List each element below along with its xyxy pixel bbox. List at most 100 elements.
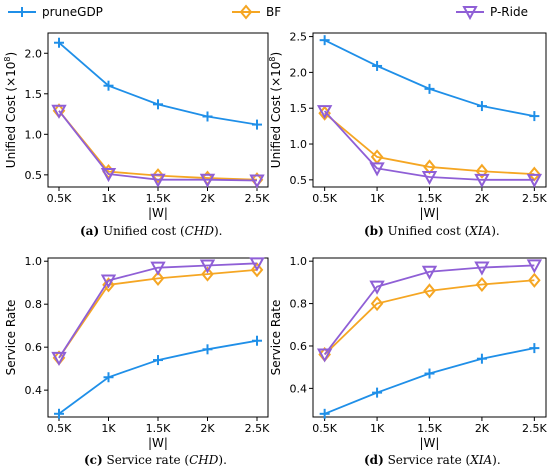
series-p-ride [51,257,265,367]
data-point [150,173,166,188]
legend-marker [17,7,27,17]
y-tick-label: 0.4 [290,382,308,395]
x-tick-label: 2.5K [245,192,270,205]
series-p-ride [316,105,543,188]
series-line [58,339,258,415]
y-tick-label: 2.0 [290,66,308,79]
x-tick-label: 0.5K [312,422,337,435]
data-point [319,408,330,419]
x-tick-label: 1K [370,192,385,205]
plot-frame [312,32,547,188]
x-axis-label: |W| [420,206,440,220]
data-point [319,35,330,46]
data-point [151,270,165,286]
data-point [202,344,213,355]
data-point [423,283,436,299]
data-point [372,60,383,71]
data-point [526,259,543,274]
series-line [324,112,535,176]
data-point [369,280,385,295]
data-point [370,296,384,312]
data-point [250,262,264,278]
caption-a: (a) Unified cost (CHD). [80,224,223,238]
chart-d: 0.5K 1K 1.5K 2K 2.5K 0.4 0.6 0.8 1.0 |W| Service R… [269,255,547,450]
data-point [528,272,541,288]
series-line [58,262,258,359]
series-bf [52,262,264,366]
series-line [58,110,258,182]
data-point [316,105,333,120]
data-point [474,261,490,276]
data-point [526,173,543,188]
y-tick-label: 1.5 [25,88,43,101]
series-line [324,279,535,356]
data-point [369,162,385,177]
y-axis-label: Unified Cost (×108) [268,52,283,168]
chart-c: 0.5K 1K 1.5K 2K 2.5K 0.4 0.6 0.8 1.0 |W| Service R… [4,255,270,450]
data-point [252,335,262,346]
x-tick-label: 1.5K [417,192,442,205]
data-point [372,387,383,398]
series-bf [318,272,541,363]
chart-b: 0.5K 1K 1.5K 2K 2.5K 0.5 1.0 1.5 2.0 2.5 |W| Unifie… [268,31,547,220]
legend-label: P-Ride [490,5,528,19]
data-point [54,408,64,419]
data-point [424,368,435,379]
caption-b: (b) Unified cost (XIA). [364,224,500,238]
data-point [199,259,216,274]
data-point [153,99,163,110]
y-axis-label: Unified Cost (×108) [3,52,18,168]
x-tick-label: 1K [370,422,385,435]
x-tick-label: 2.5K [245,422,270,435]
data-point [249,174,265,189]
x-tick-label: 2.5K [522,192,547,205]
legend-item-p-ride: P-Ride [456,5,528,21]
x-tick-label: 1K [101,192,116,205]
y-tick-label: 0.8 [25,298,43,311]
y-tick-label: 2.0 [25,47,43,60]
series-p-ride [316,259,543,363]
y-tick-label: 0.4 [25,384,43,397]
legend-marker [462,6,478,21]
data-point [202,111,213,122]
x-tick-label: 2.5K [522,422,547,435]
data-point [151,168,165,184]
series-line [323,110,535,181]
legend-item-bf: BF [232,4,281,20]
data-point [100,168,117,183]
data-point [529,343,540,354]
data-point [51,104,67,119]
caption-d: (d) Service rate (XIA). [364,453,501,467]
x-tick-label: 1.5K [417,422,442,435]
caption-c: (c) Service rate (CHD). [84,453,227,467]
x-tick-label: 2K [200,192,215,205]
series-prunegdp [319,343,540,419]
series-prunegdp [319,35,540,122]
data-point [421,170,438,186]
data-point [529,111,540,122]
series-line [324,39,535,117]
data-point [150,261,166,276]
data-point [424,83,435,94]
x-axis-label: |W| [148,206,168,220]
data-point [474,173,490,188]
series-bf [318,105,541,182]
y-tick-label: 0.8 [290,298,308,311]
series-line [58,268,258,359]
series-prunegdp [54,335,262,419]
data-point [316,348,333,363]
series-line [323,264,535,356]
y-tick-label: 0.5 [290,174,308,187]
y-tick-label: 0.6 [290,340,308,353]
plot-frame [47,32,269,188]
x-tick-label: 2K [475,422,490,435]
x-tick-label: 0.5K [312,192,337,205]
x-tick-label: 0.5K [47,422,72,435]
series-p-ride [51,104,265,189]
data-point [421,265,438,280]
plot-frame [47,257,269,418]
series-line [324,347,535,415]
y-tick-label: 2.5 [290,31,308,44]
data-point [249,257,265,272]
data-point [153,355,163,366]
